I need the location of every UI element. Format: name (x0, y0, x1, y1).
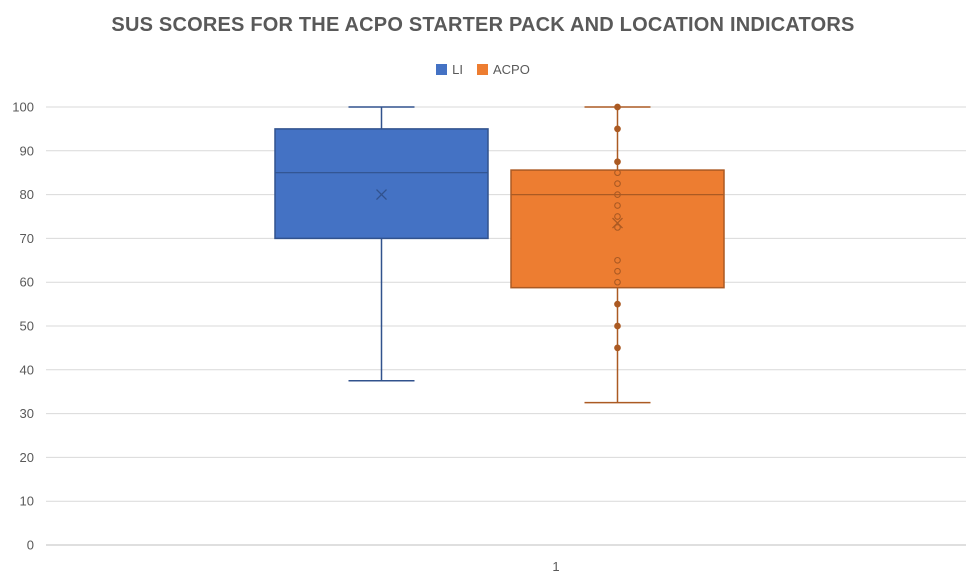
acpo-point-7 (614, 213, 621, 220)
li-mean-marker-b (376, 189, 387, 201)
legend-label-acpo: ACPO (493, 62, 530, 77)
legend-swatch-li (436, 64, 448, 75)
y-tick-label-50: 50 (20, 319, 34, 334)
y-tick-label-0: 0 (27, 538, 34, 553)
chart-legend: LI ACPO (0, 62, 966, 77)
y-tick-label-90: 90 (20, 143, 34, 158)
legend-item-acpo: ACPO (477, 62, 530, 77)
acpo-point-9 (614, 256, 621, 264)
y-tick-label-30: 30 (20, 406, 34, 421)
acpo-box (510, 169, 725, 289)
acpo-point-12 (614, 300, 621, 308)
y-tick-label-40: 40 (20, 362, 34, 377)
acpo-point-5 (614, 191, 621, 198)
acpo-point-11 (614, 278, 621, 286)
y-tick-label-60: 60 (20, 275, 34, 290)
acpo-point-1 (614, 125, 621, 133)
acpo-point-13 (614, 322, 621, 330)
y-tick-label-100: 100 (12, 100, 34, 115)
acpo-point-4 (614, 180, 621, 187)
acpo-point-2 (614, 158, 621, 166)
legend-item-li: LI (436, 62, 463, 77)
acpo-point-10 (614, 267, 621, 275)
y-tick-label-10: 10 (20, 494, 34, 509)
y-tick-label-70: 70 (20, 231, 34, 246)
y-tick-label-80: 80 (20, 187, 34, 202)
y-tick-label-20: 20 (20, 450, 34, 465)
acpo-point-0 (614, 103, 621, 111)
li-box (274, 128, 489, 240)
acpo-point-6 (614, 202, 621, 209)
acpo-mean-marker-b (612, 217, 623, 229)
legend-label-li: LI (452, 62, 463, 77)
acpo-point-14 (614, 344, 621, 352)
acpo-point-8 (614, 224, 621, 231)
acpo-point-3 (614, 169, 621, 177)
chart-title: SUS SCORES FOR THE ACPO STARTER PACK AND… (111, 14, 855, 36)
x-tick-label: 1 (552, 559, 559, 574)
legend-swatch-acpo (477, 64, 488, 75)
